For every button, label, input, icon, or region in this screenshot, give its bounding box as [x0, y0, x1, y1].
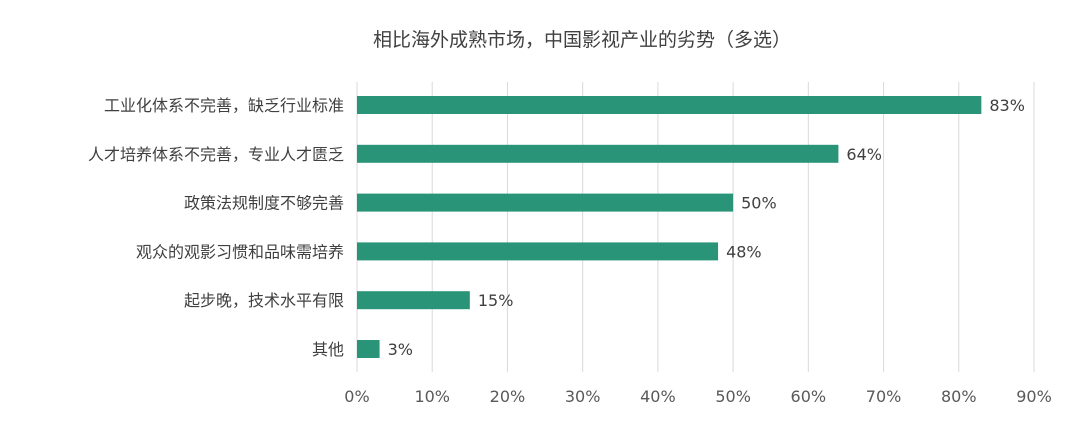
category-labels: 工业化体系不完善，缺乏行业标准人才培养体系不完善，专业人才匮乏政策法规制度不够完…: [88, 96, 344, 359]
chart-title: 相比海外成熟市场，中国影视产业的劣势（多选）: [373, 29, 791, 51]
bar: [357, 291, 470, 310]
value-label: 83%: [989, 96, 1025, 115]
value-label: 48%: [726, 242, 762, 261]
value-label: 15%: [478, 291, 514, 310]
bar: [357, 144, 839, 163]
category-label: 政策法规制度不够完善: [184, 194, 344, 213]
x-tick-label: 50%: [715, 387, 751, 406]
x-tick-label: 10%: [414, 387, 450, 406]
x-tick-label: 0%: [344, 387, 369, 406]
bars: [357, 96, 982, 358]
category-label: 观众的观影习惯和品味需培养: [136, 242, 344, 261]
grid-lines: [356, 82, 1035, 372]
x-tick-label: 80%: [941, 387, 977, 406]
x-axis-ticks: 0% 10% 20% 30% 40% 50% 60% 70% 80% 90%: [344, 387, 1051, 406]
value-label: 3%: [388, 340, 413, 359]
value-label: 64%: [846, 145, 882, 164]
x-tick-label: 40%: [640, 387, 676, 406]
x-tick-label: 60%: [791, 387, 827, 406]
x-tick-label: 70%: [866, 387, 902, 406]
value-label: 50%: [741, 194, 777, 213]
bar: [357, 96, 982, 114]
category-label: 人才培养体系不完善，专业人才匮乏: [88, 145, 344, 164]
bar: [357, 242, 719, 261]
category-label: 工业化体系不完善，缺乏行业标准: [104, 96, 344, 115]
category-label: 起步晚，技术水平有限: [184, 291, 344, 310]
value-labels: 83% 64% 50% 48% 15% 3%: [388, 96, 1025, 359]
x-tick-label: 30%: [565, 387, 601, 406]
x-tick-label: 20%: [490, 387, 526, 406]
bar: [357, 340, 380, 358]
x-tick-label: 90%: [1016, 387, 1052, 406]
category-label: 其他: [312, 340, 344, 359]
bar: [357, 193, 734, 212]
